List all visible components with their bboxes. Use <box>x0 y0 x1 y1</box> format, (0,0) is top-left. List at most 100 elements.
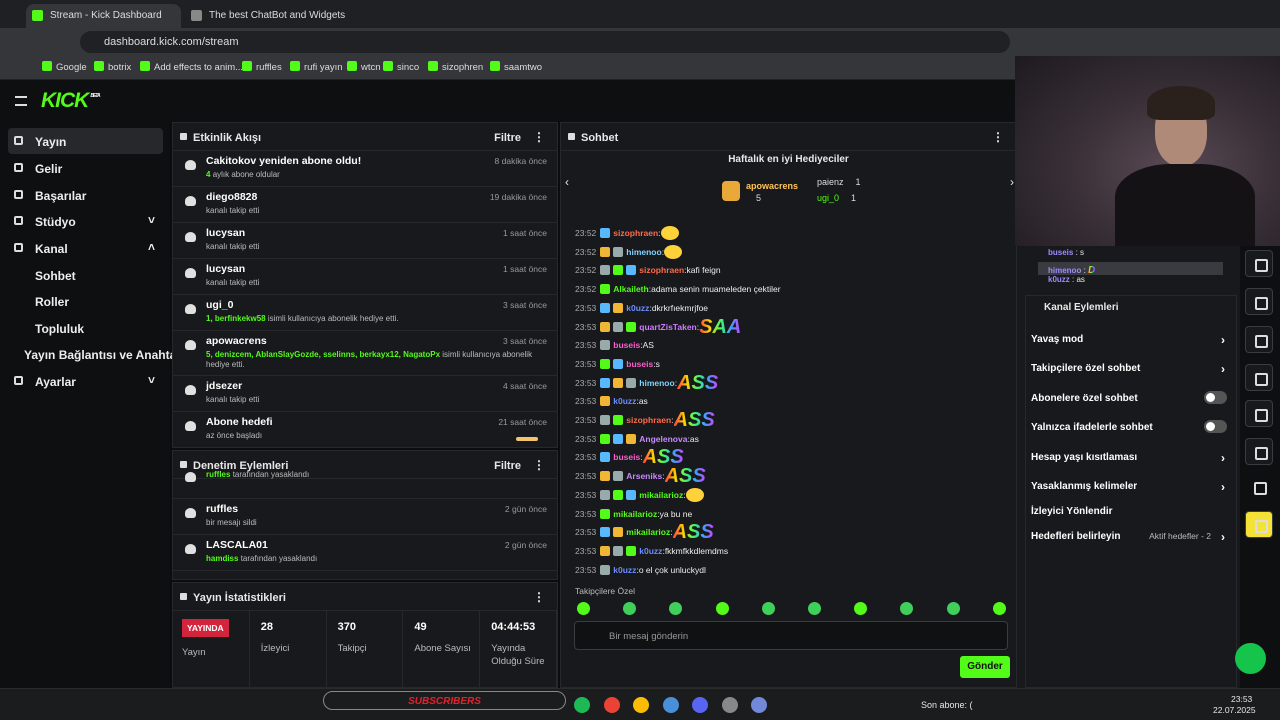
logo[interactable]: KICK BETA <box>41 89 101 113</box>
chat-message: 23:53 k0uzz: fkkmfkkdlemdms <box>575 545 729 556</box>
menu-icon[interactable] <box>15 96 27 106</box>
menu-dots[interactable]: ⋮ <box>533 458 545 472</box>
right-toolbar <box>1240 246 1280 688</box>
toolbar-button[interactable] <box>1245 511 1273 538</box>
next-arrow[interactable]: › <box>1010 175 1014 189</box>
taskbar-icon[interactable] <box>721 697 738 713</box>
setting-row[interactable]: Abonelere özel sohbet <box>1031 391 1227 404</box>
bookmark[interactable]: rufi yayın <box>290 61 343 73</box>
bookmark[interactable]: botrix <box>94 61 131 73</box>
prev-arrow[interactable]: ‹ <box>565 175 569 189</box>
nav-item[interactable]: Gelir <box>8 155 163 181</box>
nav-chevron: ˅ <box>147 373 155 387</box>
filter-button[interactable]: Filtre <box>494 132 521 144</box>
filter-button[interactable]: Filtre <box>494 460 521 472</box>
badge <box>600 471 611 482</box>
emote-pick[interactable] <box>808 602 821 615</box>
setting-row[interactable]: Hedefleri belirleyin › Aktif hedefler - 2 <box>1031 530 1227 544</box>
feed-item: ugi_0 3 saat önce 1, berfinkekw58 isimli k… <box>173 295 557 331</box>
nav-item[interactable]: Ayarlar ˅ <box>8 368 163 394</box>
toolbar-button[interactable] <box>1245 474 1273 501</box>
chat-message: 23:53 Arseniks: ASS <box>575 465 706 488</box>
taskbar-icon[interactable] <box>751 697 767 713</box>
feed-name: apowacrens <box>206 335 267 347</box>
url-field[interactable]: dashboard.kick.com/stream <box>80 31 1010 53</box>
nav-item[interactable]: Stüdyo ˅ <box>8 208 163 234</box>
bookmark[interactable]: sizophren <box>428 61 483 73</box>
badge <box>613 358 624 369</box>
message-user: buseis <box>626 358 654 369</box>
setting-row[interactable]: Takipçilere özel sohbet › <box>1031 362 1227 376</box>
emote-pick[interactable] <box>854 602 868 615</box>
setting-row[interactable]: Hesap yaşı kısıtlaması › <box>1031 451 1227 465</box>
toolbar-button[interactable] <box>1245 400 1273 427</box>
chat-message: 23:53 sizophraen: ASS <box>575 409 715 431</box>
feed-item: jdsezer 4 saat önce kanalı takip etti <box>173 376 557 412</box>
toolbar-button[interactable] <box>1245 364 1273 391</box>
nav-label: Ayarlar <box>35 375 76 389</box>
badge <box>600 545 611 556</box>
bookmark[interactable]: ruffles <box>242 61 282 73</box>
detail-text: tarafından yasaklandı <box>232 470 310 479</box>
overlay-user: buseis <box>1048 248 1074 257</box>
bookmark[interactable]: saamtwo <box>490 61 542 73</box>
setting-row[interactable]: İzleyici Yönlendir <box>1031 506 1227 517</box>
send-button[interactable]: Gönder <box>960 656 1010 678</box>
nav-item[interactable]: Başarılar <box>8 182 163 208</box>
bookmark[interactable]: wtcn <box>347 61 381 73</box>
feed-item: Abone hedefi 21 saat önce az önce başladı <box>173 412 557 447</box>
taskbar-icon[interactable] <box>574 697 590 713</box>
toggle[interactable] <box>1204 420 1227 433</box>
nav-item[interactable]: Sohbet <box>8 262 163 288</box>
taskbar-icon[interactable] <box>692 697 708 713</box>
chat-message: 23:53 Angelenova: as <box>575 433 699 444</box>
gifter-name: apowacrens <box>746 181 799 191</box>
detail-text: isimli kullanıcıya abonelik hediye etti. <box>267 314 399 323</box>
nav-item[interactable]: Kanal ˄ <box>8 235 163 261</box>
menu-dots[interactable]: ⋮ <box>533 590 545 604</box>
nav-item[interactable]: Yayın Bağlantısı ve Anahtarı <box>8 341 184 367</box>
setting-label: Yasaklanmış kelimeler <box>1031 481 1138 492</box>
emote-pick[interactable] <box>715 602 729 615</box>
nav-item[interactable]: Yayın <box>8 128 163 154</box>
emote-pick[interactable] <box>669 602 683 615</box>
taskbar-icon[interactable] <box>662 697 679 713</box>
bookmark[interactable]: Google <box>42 61 87 73</box>
emote-pick[interactable] <box>761 602 775 615</box>
support-button[interactable] <box>1235 643 1266 674</box>
setting-row[interactable]: Yavaş mod › <box>1031 333 1227 347</box>
emote-pick[interactable] <box>900 602 914 615</box>
badge <box>600 564 611 575</box>
nav-item[interactable]: Topluluk <box>8 315 163 341</box>
toolbar-button[interactable] <box>1245 326 1273 353</box>
message-user: Angelenova <box>639 433 688 444</box>
toolbar-button[interactable] <box>1245 250 1273 277</box>
bookmark-icon <box>383 61 393 71</box>
emote-pick[interactable] <box>577 602 590 615</box>
taskbar-icon[interactable] <box>633 697 649 713</box>
badge <box>600 228 611 238</box>
toolbar-button[interactable] <box>1245 438 1273 465</box>
setting-row[interactable]: Yasaklanmış kelimeler › <box>1031 480 1227 494</box>
feed-time: 8 dakika önce <box>494 156 547 166</box>
menu-dots[interactable]: ⋮ <box>533 130 545 144</box>
menu-dots[interactable]: ⋮ <box>992 130 1004 144</box>
emote-pick[interactable] <box>992 602 1006 615</box>
panel-title: Yayın İstatistikleri <box>193 592 286 604</box>
tab[interactable]: The best ChatBot and Widgets <box>185 4 345 28</box>
message-input[interactable]: Bir mesaj gönderin <box>574 621 1008 650</box>
bookmark[interactable]: sinco <box>383 61 419 73</box>
feed-detail: kanalı takip etti <box>206 206 549 216</box>
message-time: 23:52 <box>575 228 597 238</box>
setting-row[interactable]: Yalnızca ifadelerle sohbet <box>1031 420 1227 433</box>
emote-pick[interactable] <box>623 602 637 615</box>
emote-pick[interactable] <box>946 602 960 615</box>
bookmark-label: saamtwo <box>504 62 543 73</box>
toggle[interactable] <box>1204 391 1227 404</box>
bookmark[interactable]: Add effects to anim... <box>140 61 243 73</box>
activity-panel: Etkinlik Akışı Filtre ⋮ Cakitokov yeniden a… <box>172 122 558 448</box>
toolbar-button[interactable] <box>1245 288 1273 315</box>
nav-item[interactable]: Roller <box>8 288 163 314</box>
tab[interactable]: Stream - Kick Dashboard <box>26 4 181 28</box>
taskbar-icon[interactable] <box>603 697 620 713</box>
